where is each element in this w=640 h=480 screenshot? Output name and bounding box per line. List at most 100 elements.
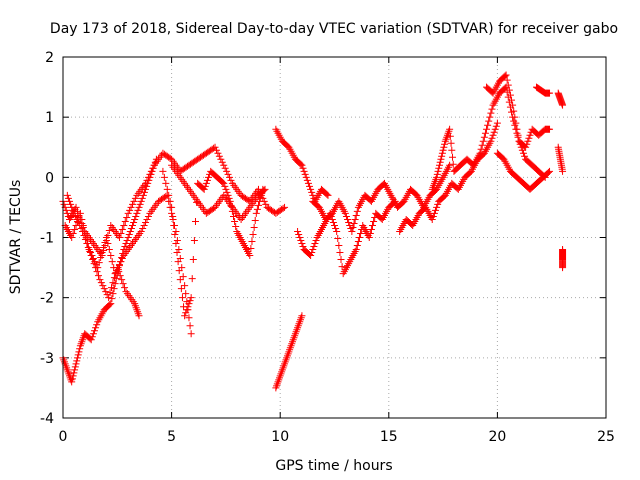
data-point [163,185,171,193]
data-point [446,132,454,140]
data-point [251,216,259,224]
data-point [105,246,113,254]
data-point [247,245,255,253]
data-point [120,246,128,254]
data-point [522,143,530,151]
data-point [249,230,257,238]
data-point [493,119,501,127]
data-point [104,240,112,248]
data-point [73,215,81,223]
data-point [220,179,228,187]
data-point [186,297,194,305]
data-point [306,182,314,190]
data-point [111,280,119,288]
data-point [188,275,196,283]
data-point [504,81,512,89]
data-point [222,185,230,193]
series-arc-p [554,89,567,109]
data-point [150,161,158,169]
data-point [165,191,173,199]
data-point [70,369,78,377]
data-point [100,244,108,252]
data-point [134,206,142,214]
data-point [559,101,567,109]
data-point [62,206,70,214]
data-point [503,76,511,84]
data-point [137,227,145,235]
data-point [173,237,181,245]
data-point [281,203,289,211]
data-point [187,330,195,338]
data-point [477,145,485,153]
data-point [93,268,101,276]
data-point [224,170,232,178]
data-point [436,158,444,166]
data-point [308,249,316,257]
data-point [106,289,114,297]
data-point [87,336,95,344]
data-point [334,235,342,243]
data-point [120,221,128,229]
data-point [73,354,81,362]
data-point [336,249,344,257]
data-point [511,113,519,121]
data-point [332,224,340,232]
data-point [250,223,258,231]
data-point [244,196,252,204]
series-arc-f [168,161,269,223]
data-point [176,276,184,284]
data-point [68,203,76,211]
data-point [218,158,226,166]
data-point [505,86,513,94]
data-point [177,285,185,293]
data-point [190,237,198,245]
data-point [490,128,498,136]
data-point [544,168,552,176]
data-point [131,194,139,202]
data-point [351,215,359,223]
data-point [212,146,220,154]
data-point [68,375,76,383]
data-point [140,221,148,229]
data-point [140,188,148,196]
data-point [66,197,74,205]
x-tick-label: 5 [167,429,176,445]
data-point [446,161,454,169]
series-arc-q [554,143,567,175]
data-point [512,119,520,127]
data-point [144,212,152,220]
data-point [476,149,484,157]
data-point [331,221,338,229]
data-point [344,215,352,223]
data-point [124,234,132,241]
data-point [299,243,307,251]
data-point [510,107,518,115]
data-point [93,321,101,329]
data-point [217,155,225,163]
data-point [231,217,239,225]
data-point [125,230,133,238]
data-point [172,240,180,248]
data-point [357,229,365,237]
data-point [172,227,180,235]
data-point [88,333,96,341]
y-tick-label: 1 [45,110,54,126]
data-point [191,217,199,225]
data-point [118,276,126,284]
data-point [166,154,174,162]
data-point [99,282,107,290]
data-point [303,176,311,184]
data-point [102,234,110,241]
data-point [135,203,143,211]
data-point [502,71,510,79]
series-arc-c [63,191,143,320]
x-tick-label: 25 [597,429,615,445]
data-point [349,223,357,231]
data-point [487,137,495,145]
data-point [168,203,176,211]
data-point [189,256,197,264]
data-point [185,314,193,322]
data-point [200,185,208,193]
data-point [162,179,170,187]
